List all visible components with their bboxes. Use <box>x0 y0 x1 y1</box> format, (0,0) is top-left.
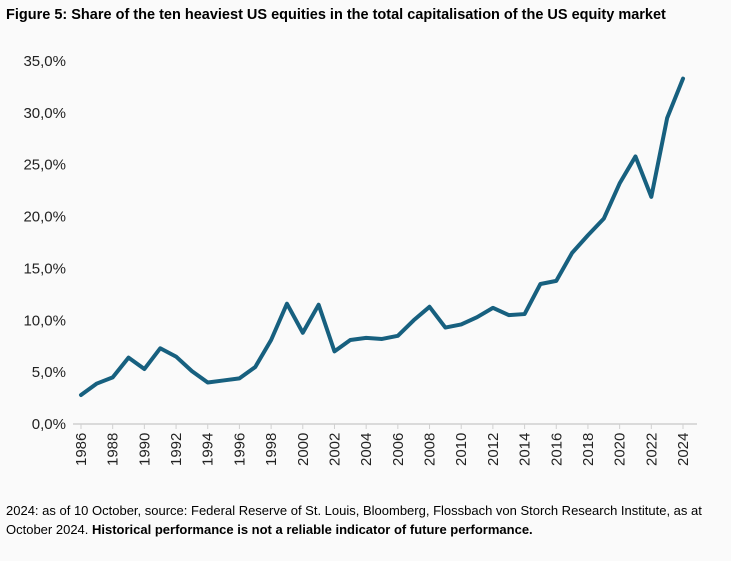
y-tick-label: 30,0% <box>23 105 66 122</box>
x-tick-label: 2002 <box>326 433 343 466</box>
x-tick-label: 2014 <box>517 433 534 466</box>
y-tick-label: 35,0% <box>23 53 66 70</box>
x-tick-label: 1988 <box>105 433 122 466</box>
footnote: 2024: as of 10 October, source: Federal … <box>6 501 726 539</box>
y-tick-label: 25,0% <box>23 157 66 174</box>
y-tick-label: 0,0% <box>32 416 66 433</box>
x-tick-label: 2004 <box>358 433 375 466</box>
x-tick-label: 1996 <box>231 433 248 466</box>
chart-title: Figure 5: Share of the ten heaviest US e… <box>6 7 666 23</box>
x-tick-label: 2018 <box>580 433 597 466</box>
x-tick-label: 2020 <box>612 433 629 466</box>
x-tick-label: 1992 <box>168 433 185 466</box>
y-tick-label: 15,0% <box>23 260 66 277</box>
x-tick-label: 1990 <box>136 433 153 466</box>
y-tick-label: 10,0% <box>23 312 66 329</box>
series-line <box>79 76 685 397</box>
y-tick-label: 20,0% <box>23 209 66 226</box>
footnote-text: 2024: as of 10 October, source: Federal … <box>6 503 702 537</box>
x-tick-label: 2022 <box>643 433 660 466</box>
footnote-disclaimer: Historical performance is not a reliable… <box>92 522 533 537</box>
x-tick-label: 2024 <box>675 433 692 466</box>
x-tick-label: 1994 <box>200 433 217 466</box>
y-tick-label: 5,0% <box>32 364 66 381</box>
x-tick-label: 2016 <box>548 433 565 466</box>
x-tick-label: 2010 <box>453 433 470 466</box>
x-tick-label: 1998 <box>263 433 280 466</box>
x-tick-label: 1986 <box>73 433 90 466</box>
x-tick-label: 2006 <box>390 433 407 466</box>
x-tick-label: 2012 <box>485 433 502 466</box>
x-tick-label: 2008 <box>422 433 439 466</box>
x-tick-label: 2000 <box>295 433 312 466</box>
line-chart: 0,0% 5,0% 10,0% 15,0% 20,0% 25,0% 30,0% 35,0% 19… <box>23 53 697 466</box>
